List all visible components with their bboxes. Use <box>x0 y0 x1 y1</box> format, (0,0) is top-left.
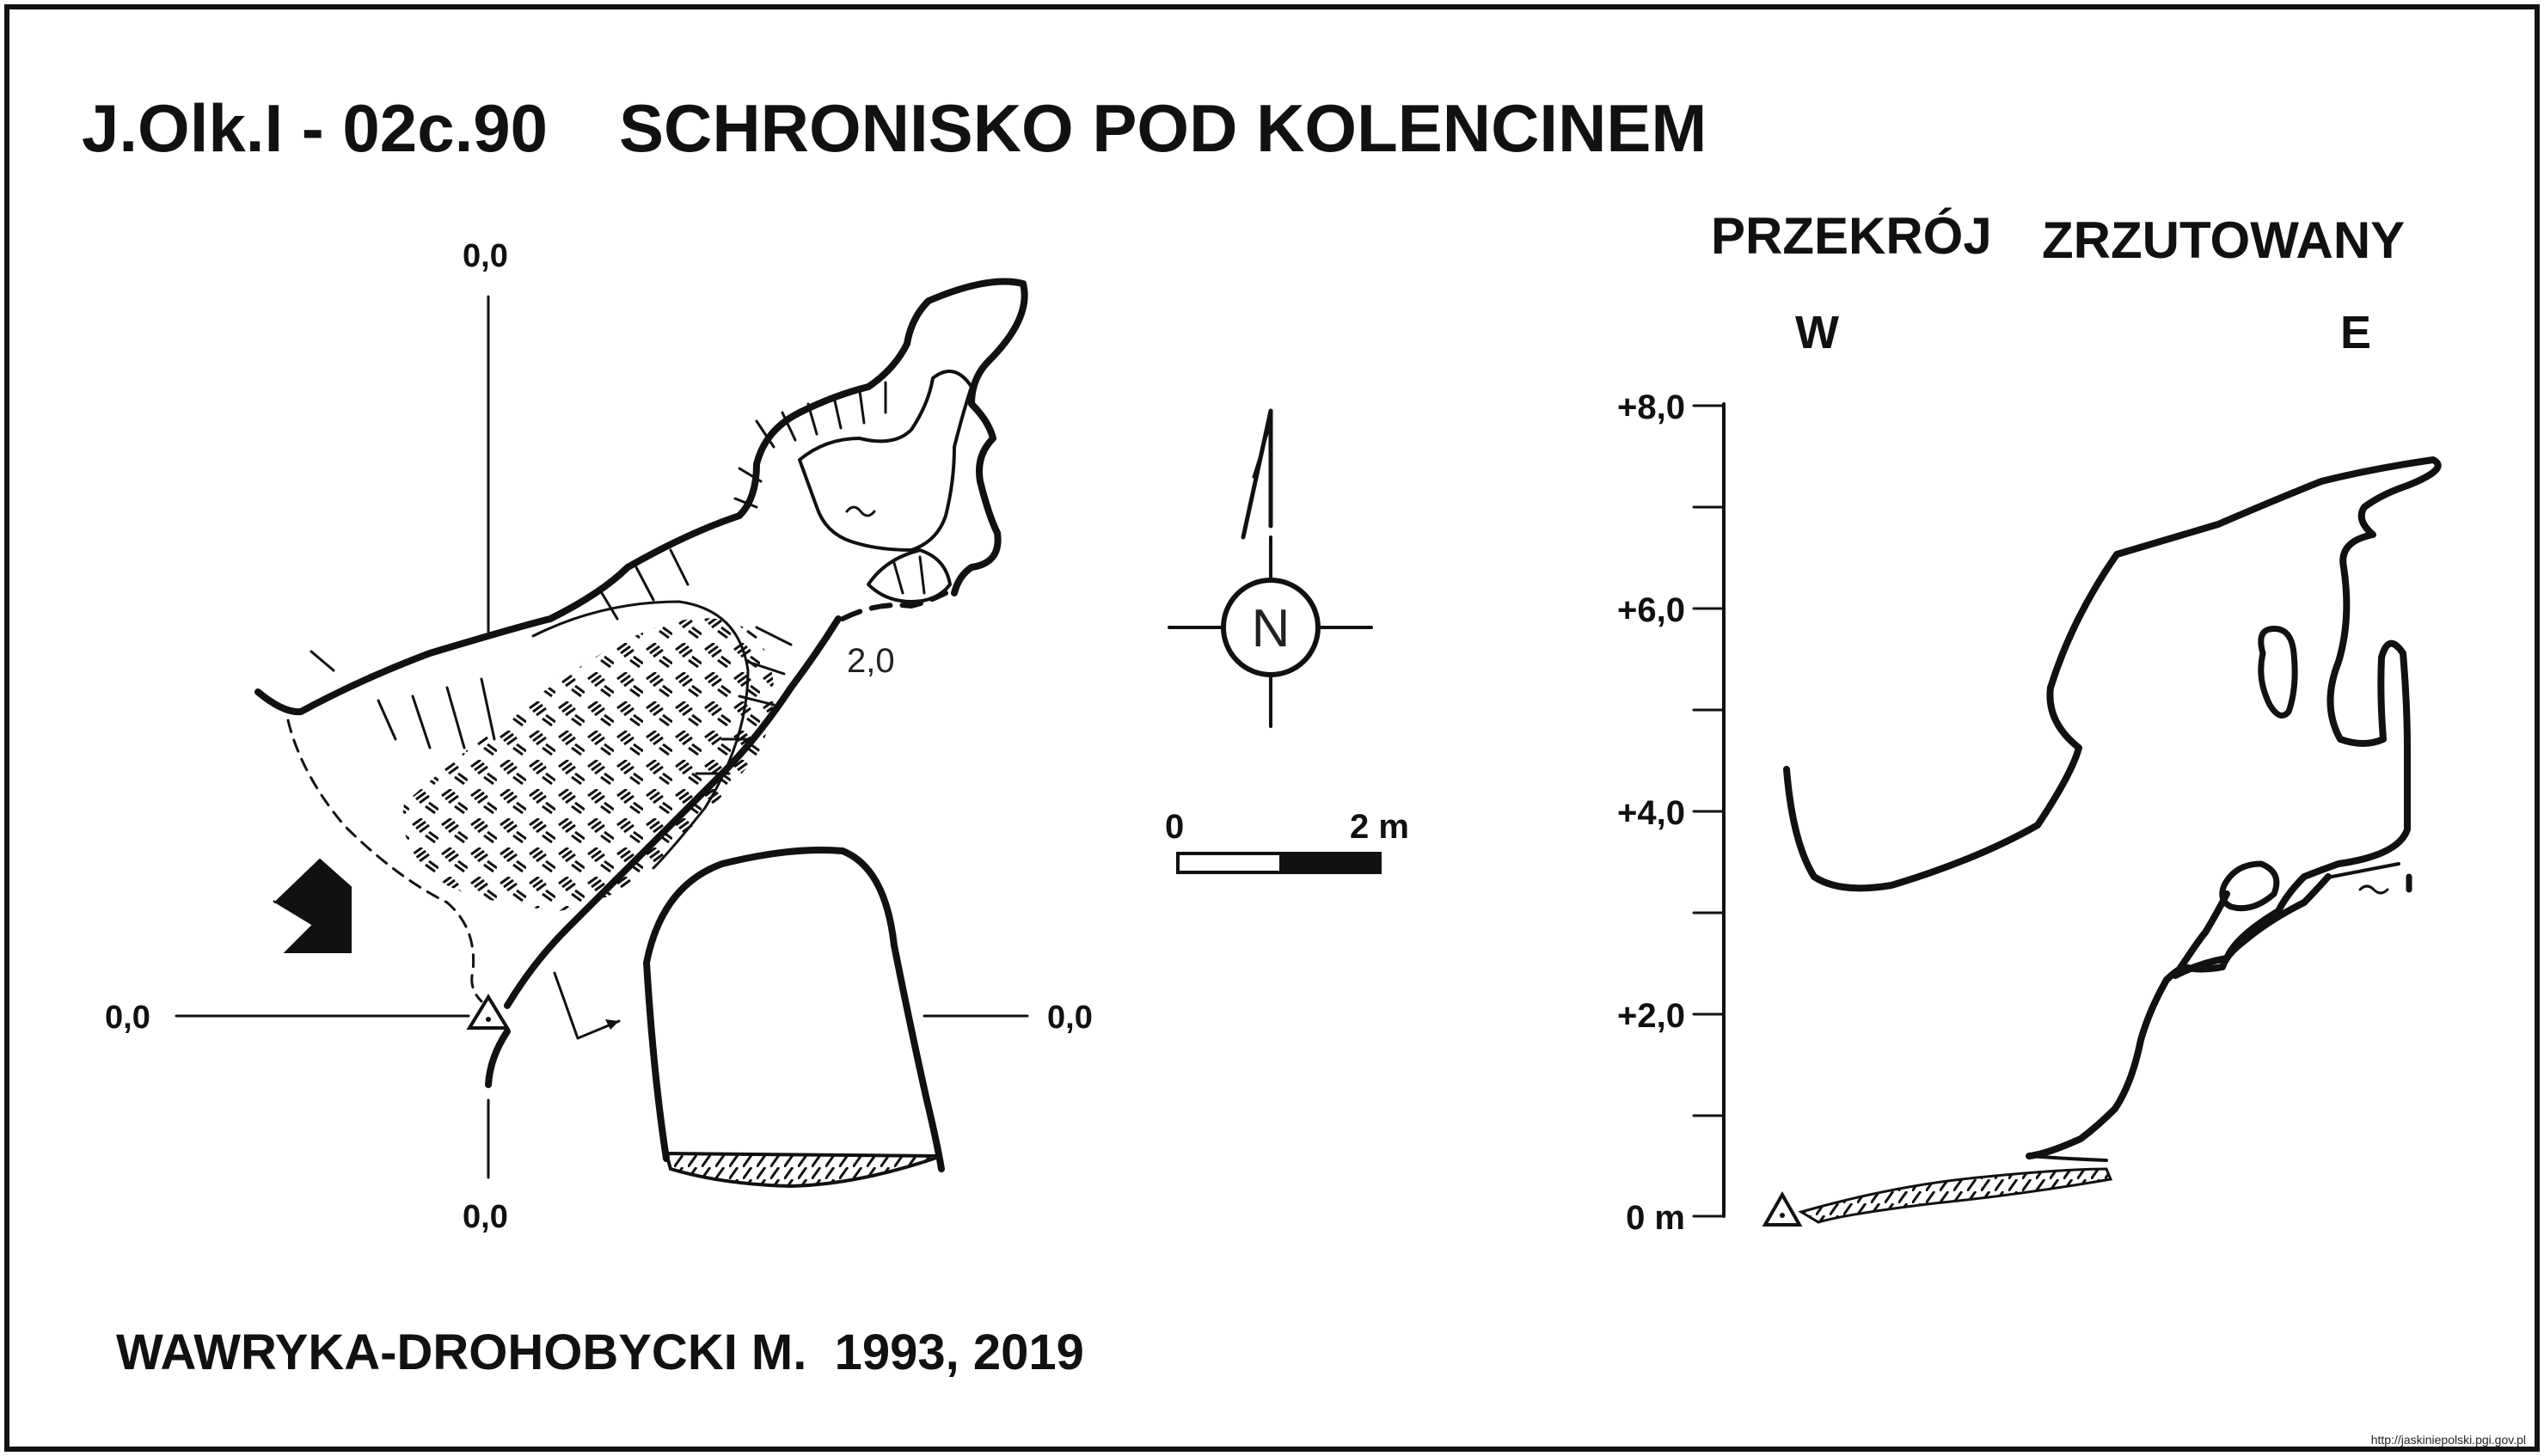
scale-label-start: 0 <box>1165 808 1184 846</box>
section-station-icon <box>1762 1190 1803 1227</box>
plan-axis-label-bottom: 0,0 <box>463 1199 508 1235</box>
water-tilde <box>845 505 876 517</box>
north-compass: N <box>1168 408 1373 728</box>
section-profile-outline <box>1783 456 2442 979</box>
author-credit: WAWRYKA-DROHOBYCKI M. 1993, 2019 <box>116 1324 1084 1380</box>
overhang-tick <box>310 650 335 672</box>
section-tick-0: 0 m <box>1626 1199 1685 1237</box>
entrance-wall <box>485 1028 511 1088</box>
scale-bar: 0 2 m <box>1165 808 1409 874</box>
section-title-word2: ZRZUTOWANY <box>2042 211 2405 269</box>
section-title-word1: PRZEKRÓJ <box>1711 207 1992 265</box>
section-east-label: E <box>2340 307 2371 358</box>
sheet-border <box>4 4 2540 1452</box>
plan-axis-label-right: 0,0 <box>1047 1000 1093 1036</box>
projected-section: PRZEKRÓJ ZRZUTOWANY W E +8,0 +6,0 +4,0 +… <box>1617 207 2442 1237</box>
survey-station-icon <box>466 994 511 1030</box>
section-lower-wall <box>2026 873 2332 1159</box>
section-tick-6: +6,0 <box>1617 591 1685 629</box>
section-chamber-hole <box>2219 860 2280 912</box>
plan-view: 0,0 0,0 0,0 0,0 <box>105 238 1093 1235</box>
section-floor-step <box>2330 862 2400 878</box>
ceiling-step-ticks <box>377 381 926 775</box>
compass-north-label: N <box>1252 599 1290 658</box>
section-passage-bump <box>2258 626 2298 719</box>
entrance-arrow-icon <box>273 858 352 953</box>
entrance-cross-section <box>643 847 945 1172</box>
source-url: http://jaskiniepolski.pgi.gov.pl <box>2371 1433 2526 1447</box>
cave-code: J.Olk.I - 02c.90 <box>82 90 548 166</box>
section-tick-2: +2,0 <box>1617 997 1685 1035</box>
section-floor-left <box>2027 1154 2108 1162</box>
section-water-tilde <box>2358 884 2389 895</box>
scale-label-end: 2 m <box>1350 808 1409 846</box>
section-station-dot <box>1780 1213 1785 1218</box>
cave-wall-outline <box>254 278 1028 716</box>
cave-east-wall <box>504 615 842 1009</box>
cave-name: SCHRONISKO POD KOLENCINEM <box>619 90 1707 166</box>
compass-circle <box>1221 578 1321 677</box>
side-chamber-outline <box>867 548 952 603</box>
upper-chamber-outline <box>798 370 973 552</box>
section-west-label: W <box>1795 307 1839 358</box>
survey-station-dot <box>486 1017 491 1022</box>
plan-axis-label-top: 0,0 <box>463 238 508 274</box>
section-tick-4: +4,0 <box>1617 794 1685 832</box>
section-floor-hatch <box>1798 1167 2113 1224</box>
northern-passage-dashed <box>840 590 948 621</box>
cross-section-floor <box>664 1151 942 1189</box>
section-scale-ticks <box>1692 404 1726 1218</box>
section-indicator-arrowhead <box>605 1019 619 1030</box>
mid-passage-outline <box>531 600 750 870</box>
section-tick-8: +8,0 <box>1617 388 1685 426</box>
north-arrow-icon <box>1241 408 1273 540</box>
depth-label: 2,0 <box>847 642 895 680</box>
dripline-dashed <box>286 719 483 1003</box>
plan-axis-label-left: 0,0 <box>105 1000 150 1036</box>
section-indicator-line <box>553 971 621 1040</box>
